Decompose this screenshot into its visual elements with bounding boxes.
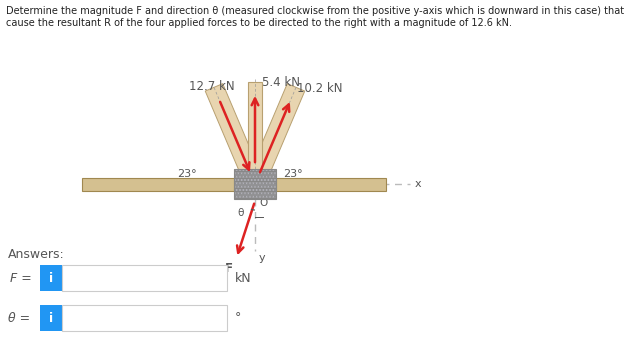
Bar — [82, 178, 234, 190]
Text: i: i — [49, 272, 53, 284]
FancyBboxPatch shape — [62, 265, 227, 291]
FancyBboxPatch shape — [40, 265, 62, 291]
FancyBboxPatch shape — [62, 305, 227, 331]
Text: °: ° — [235, 312, 241, 325]
Text: 23°: 23° — [283, 169, 303, 179]
Bar — [248, 82, 262, 172]
Polygon shape — [246, 84, 305, 188]
Text: F =: F = — [10, 272, 32, 284]
Text: Answers:: Answers: — [8, 248, 65, 261]
Text: 10.2 kN: 10.2 kN — [297, 82, 343, 95]
FancyBboxPatch shape — [40, 305, 62, 331]
Text: θ =: θ = — [8, 312, 30, 325]
Text: i: i — [49, 312, 53, 325]
Text: F: F — [225, 262, 233, 275]
Bar — [234, 169, 276, 199]
Text: O: O — [259, 198, 267, 208]
Polygon shape — [205, 84, 264, 188]
Text: kN: kN — [235, 272, 251, 284]
Text: cause the resultant R of the four applied forces to be directed to the right wit: cause the resultant R of the four applie… — [6, 18, 512, 28]
Bar — [234, 169, 276, 199]
Text: x: x — [415, 179, 422, 189]
Text: 12.7 kN: 12.7 kN — [189, 80, 235, 93]
Text: 5.4 kN: 5.4 kN — [262, 76, 300, 89]
Text: Determine the magnitude F and direction θ (measured clockwise from the positive : Determine the magnitude F and direction … — [6, 6, 624, 16]
Bar — [276, 178, 386, 190]
Text: y: y — [259, 253, 266, 263]
Text: θ: θ — [238, 208, 244, 218]
Text: 23°: 23° — [177, 169, 197, 179]
